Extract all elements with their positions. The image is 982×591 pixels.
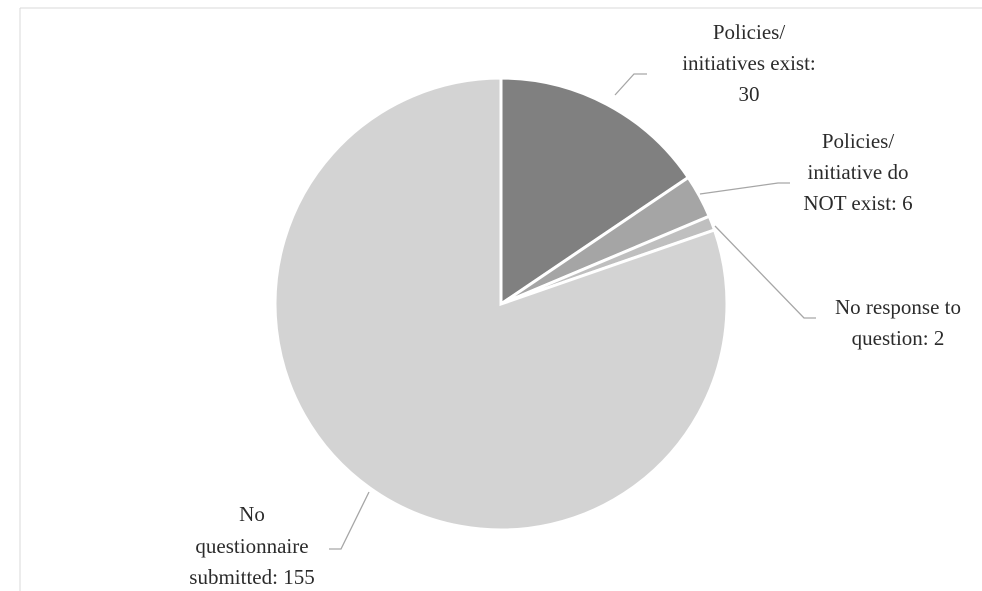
slice-label-2-line-0: No response to [835,295,961,319]
slice-label-1-line-0: Policies/ [822,129,894,153]
leader-line-1 [699,182,790,195]
slice-label-0-line-2: 30 [739,82,760,106]
slice-labels: Policies/initiatives exist: 30 Policies/in… [189,20,961,589]
slice-label-0-line-1: initiatives exist: [682,51,816,75]
slice-label-1-line-1: initiative do [808,160,909,184]
pie-slice-3 [273,76,729,532]
slice-label-1-line-2: NOT exist: 6 [803,191,912,215]
leader-lines [329,73,816,550]
pie-slices [273,76,729,532]
leader-line-3 [329,491,370,550]
pie-slice-0 [499,76,691,307]
slice-label-2-line-1: question: 2 [852,326,945,350]
slice-label-3-line-2: submitted: 155 [189,565,314,589]
slice-label-3-line-1: questionnaire [195,534,308,558]
leader-line-2 [714,225,816,319]
slice-label-3-line-0: No [239,502,265,526]
leader-line-0 [614,73,647,96]
slice-label-0-line-0: Policies/ [713,20,785,44]
